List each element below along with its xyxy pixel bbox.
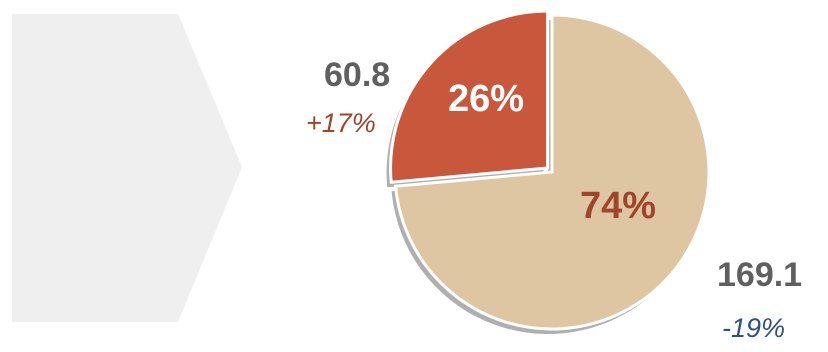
slice-beige-percent: 74%	[580, 185, 657, 227]
pie-slices-group	[389, 9, 711, 331]
slice-orange-change: +17%	[306, 108, 376, 138]
pie-slice-1	[393, 13, 711, 331]
pie-slice-0	[389, 9, 550, 184]
slice-orange-percent: 26%	[448, 78, 525, 120]
slice-beige-change: -19%	[722, 313, 786, 343]
slice-beige-value: 169.1	[717, 256, 803, 294]
chevron-shape	[12, 14, 242, 322]
slice-orange-value: 60.8	[324, 56, 391, 94]
